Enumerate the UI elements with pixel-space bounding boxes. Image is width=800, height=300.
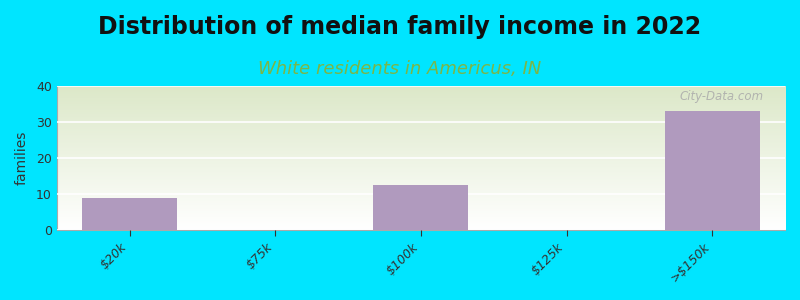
Bar	[665, 111, 759, 230]
Bar	[374, 185, 468, 230]
Y-axis label: families: families	[15, 131, 29, 185]
Text: Distribution of median family income in 2022: Distribution of median family income in …	[98, 15, 702, 39]
Text: White residents in Americus, IN: White residents in Americus, IN	[258, 60, 542, 78]
Text: City-Data.com: City-Data.com	[679, 90, 763, 103]
Bar	[82, 198, 177, 230]
